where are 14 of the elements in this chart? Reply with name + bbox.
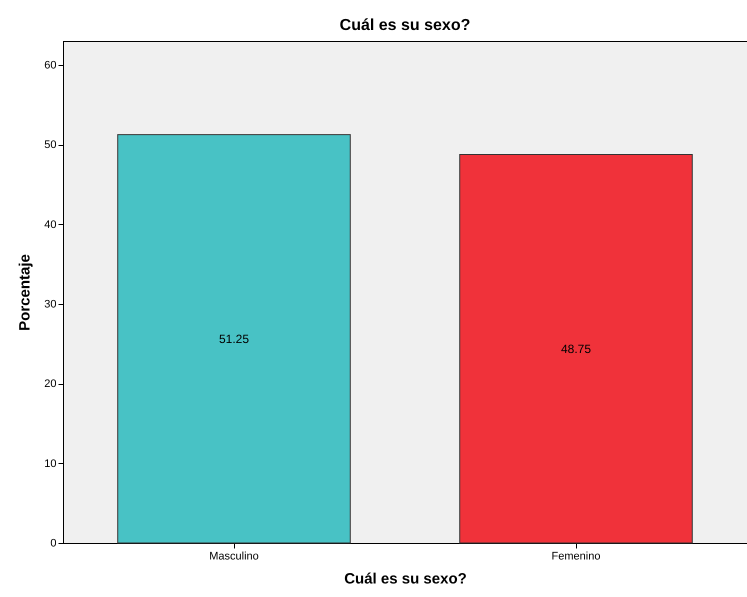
- y-axis-title: Porcentaje: [16, 254, 34, 331]
- x-tick-label: Femenino: [552, 550, 600, 562]
- y-tick-label: 10: [44, 458, 56, 470]
- y-tick-label: 60: [44, 59, 56, 72]
- x-tick-label: Masculino: [209, 550, 259, 562]
- y-tick-label: 30: [44, 298, 56, 310]
- chart-title: Cuál es su sexo?: [340, 17, 470, 34]
- x-axis-title: Cuál es su sexo?: [344, 570, 467, 588]
- y-tick-label: 20: [44, 378, 56, 390]
- data-label: 48.75: [560, 342, 592, 356]
- y-tick-label: 50: [44, 139, 56, 152]
- y-tick-label: 40: [44, 218, 56, 231]
- data-label: 51.25: [218, 332, 250, 346]
- y-tick-label: 0: [50, 538, 56, 550]
